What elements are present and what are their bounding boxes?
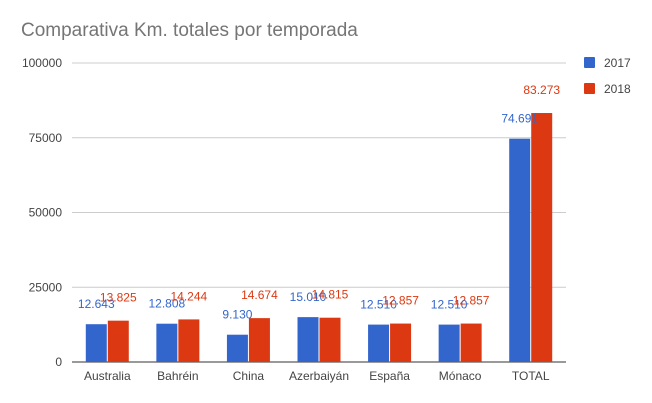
x-axis-ticks: Australia Bahréin China Azerbaiyán España Món…: [84, 369, 550, 383]
bar-2017-España: [368, 324, 390, 362]
x-tick-label: Bahréin: [157, 369, 198, 383]
x-tick-label: España: [369, 369, 410, 383]
legend-swatch-2018: [584, 83, 595, 94]
bar-2018-China: [248, 318, 270, 362]
bar-2018-Azerbaiyán: [319, 317, 341, 362]
gridlines: [72, 62, 566, 363]
data-label-2017: 12.643: [78, 297, 115, 311]
bar-2017-Mónaco: [438, 324, 460, 362]
x-tick-label: Mónaco: [439, 369, 482, 383]
bars: [85, 113, 553, 362]
bar-2017-Australia: [85, 324, 107, 362]
legend-swatch-2017: [584, 57, 595, 68]
bar-2018-TOTAL: [531, 113, 553, 362]
bar-2017-Azerbaiyán: [297, 317, 319, 362]
y-tick-label: 75000: [29, 131, 63, 145]
data-label-2018: 14.244: [171, 289, 208, 303]
data-label-2018: 83.273: [523, 83, 560, 97]
data-label-2017: 15.010: [290, 290, 327, 304]
data-label-2018: 12.857: [382, 294, 419, 308]
bar-2017-TOTAL: [509, 138, 531, 362]
bar-2018-Australia: [107, 320, 129, 362]
data-label-2018: 14.815: [312, 288, 349, 302]
legend-label-2017: 2017: [604, 56, 631, 70]
x-tick-label: Australia: [84, 369, 131, 383]
bar-2017-China: [226, 334, 248, 362]
legend-label-2018: 2018: [604, 82, 631, 96]
x-tick-label: TOTAL: [512, 369, 550, 383]
y-tick-label: 25000: [29, 280, 63, 294]
x-tick-label: China: [233, 369, 265, 383]
chart-title: Comparativa Km. totales por temporada: [21, 20, 358, 41]
bar-2017-Bahréin: [156, 323, 178, 362]
data-label-2017: 74.691: [501, 112, 538, 126]
data-label-2017: 12.510: [360, 298, 397, 312]
bar-2018-Bahréin: [178, 319, 200, 362]
y-tick-label: 0: [55, 355, 62, 369]
data-label-2018: 14.674: [241, 288, 278, 302]
x-tick-label: Azerbaiyán: [289, 369, 349, 383]
y-tick-label: 100000: [22, 56, 62, 70]
data-label-2017: 12.510: [431, 298, 468, 312]
bar-2018-España: [390, 323, 412, 362]
legend[interactable]: 2017 2018: [584, 56, 631, 96]
y-axis-ticks: 0 25000 50000 75000 100000: [22, 56, 62, 369]
bar-2018-Mónaco: [460, 323, 482, 362]
y-tick-label: 50000: [29, 206, 63, 220]
data-label-2017: 9.130: [222, 308, 252, 322]
data-label-2018: 12.857: [453, 294, 490, 308]
data-label-2018: 13.825: [100, 291, 137, 305]
data-label-2017: 12.808: [149, 297, 186, 311]
